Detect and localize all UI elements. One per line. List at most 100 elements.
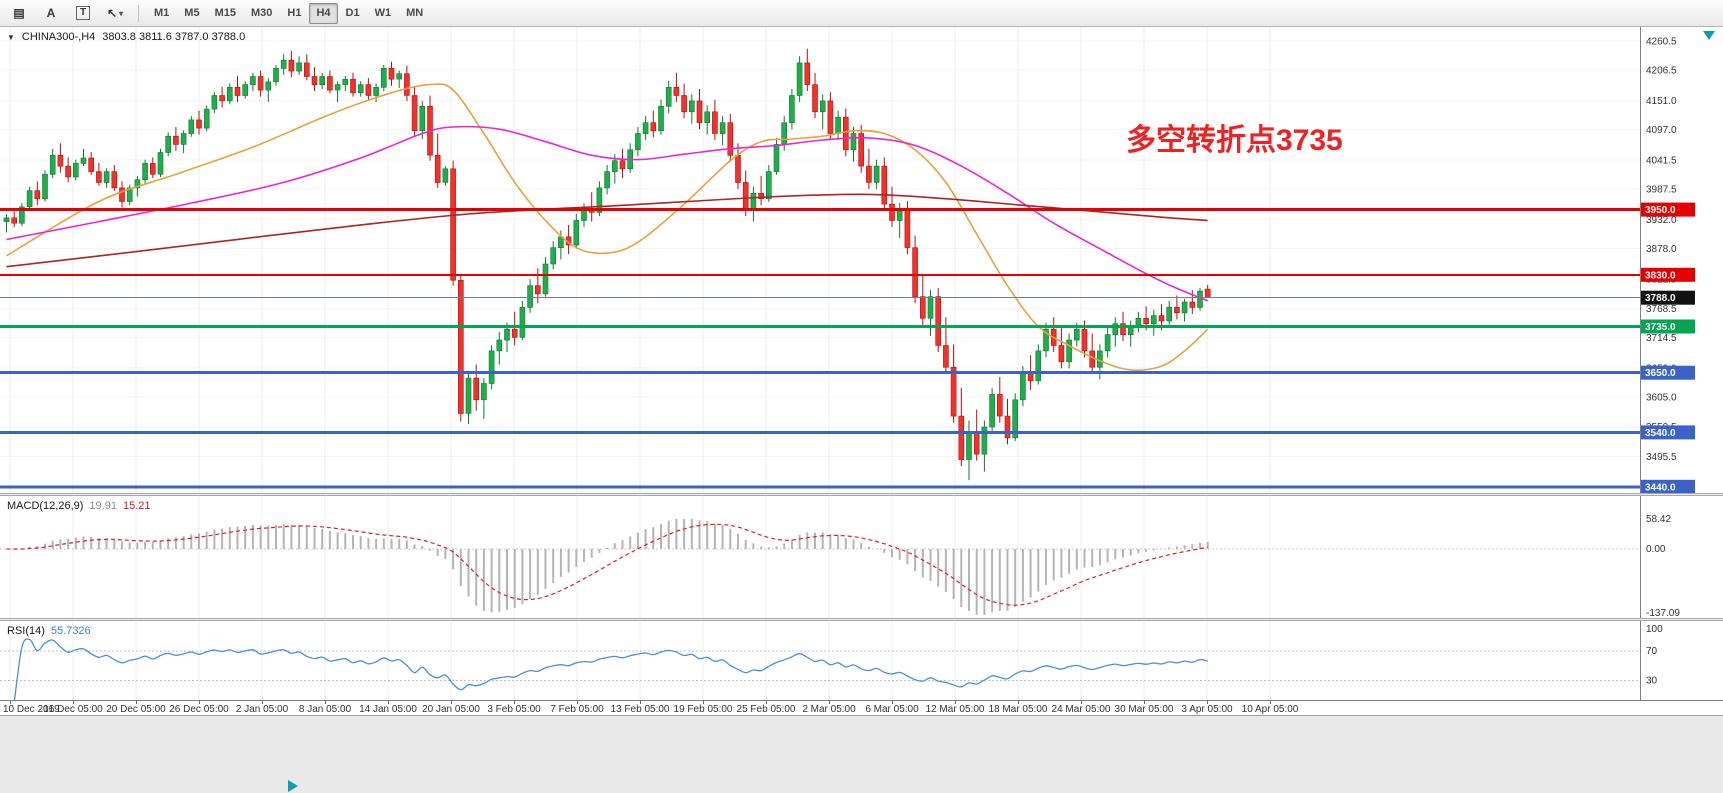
svg-text:3932.0: 3932.0 <box>1646 215 1677 226</box>
macd-indicator-pane[interactable]: 58.42 0.00 -137.09 <box>0 496 1723 618</box>
text-label-t-button[interactable]: T <box>68 2 98 24</box>
time-axis-label: 13 Feb 05:00 <box>610 704 670 715</box>
time-axis-label: 10 Dec 2019 <box>3 704 60 715</box>
time-tick <box>514 701 515 704</box>
price-chart-pane[interactable]: 4260.5 4206.5 4151.0 4097.0 4041.5 3987.5 3932… <box>0 27 1723 493</box>
time-axis-label: 20 Dec 05:00 <box>106 704 166 715</box>
chart-grid-icon: ▤ <box>13 6 25 20</box>
price-badge-3650.0 <box>1641 365 1695 380</box>
price-badge-3735.0 <box>1641 319 1695 334</box>
macd-scale[interactable]: 58.42 0.00 -137.09 <box>1640 496 1723 618</box>
ma-fast-orange <box>6 83 1209 371</box>
time-tick <box>640 701 641 704</box>
time-axis-label: 30 Mar 05:00 <box>1114 704 1174 715</box>
time-tick <box>199 701 200 704</box>
macd-signal-value: 15.21 <box>122 500 151 512</box>
time-axis[interactable]: 10 Dec 2019 16 Dec 05:00 20 Dec 05:00 26 De… <box>0 700 1723 715</box>
price-badge-3950.0 <box>1641 202 1695 217</box>
timeframe-button-M1[interactable]: M1 <box>154 7 170 19</box>
macd-main-value: 19.91 <box>89 500 117 512</box>
time-tick <box>1081 701 1082 704</box>
svg-text:3878.0: 3878.0 <box>1646 244 1677 255</box>
svg-text:70: 70 <box>1646 646 1658 657</box>
svg-text:30: 30 <box>1646 675 1658 686</box>
time-tick <box>451 701 452 704</box>
time-axis-label: 18 Mar 05:00 <box>988 704 1048 715</box>
timeframe-toolbar: M1 M5 M15 M30 H1 H4 D1 W1 MN <box>147 2 430 24</box>
time-tick <box>577 701 578 704</box>
time-tick <box>73 701 74 704</box>
toolbar-tools: ▤ A T ↖ ▾ <box>4 2 130 24</box>
timeframe-button-D1[interactable]: D1 <box>345 7 360 19</box>
time-axis-label: 20 Jan 05:00 <box>422 704 480 715</box>
bottom-marker-icon <box>288 780 298 792</box>
svg-text:58.42: 58.42 <box>1646 514 1671 525</box>
svg-text:3987.5: 3987.5 <box>1646 185 1677 196</box>
time-axis-label: 25 Feb 05:00 <box>736 704 796 715</box>
time-tick <box>388 701 389 704</box>
time-axis-label: 6 Mar 05:00 <box>865 704 919 715</box>
text-label-t-icon: T <box>75 6 91 20</box>
rsi-scale[interactable]: 100 70 30 <box>1640 621 1723 700</box>
timeframe-button-M30[interactable]: M30 <box>250 7 273 19</box>
toolbar-separator <box>138 4 139 22</box>
svg-text:3830.0: 3830.0 <box>1645 270 1676 281</box>
time-axis-label: 12 Mar 05:00 <box>925 704 985 715</box>
time-axis-label: 2 Jan 05:00 <box>235 704 289 715</box>
time-tick <box>262 701 263 704</box>
svg-text:3768.5: 3768.5 <box>1646 304 1677 315</box>
svg-text:3440.0: 3440.0 <box>1645 482 1676 493</box>
chart-grid-button[interactable]: ▤ <box>4 2 34 24</box>
bottom-area <box>0 715 1723 793</box>
svg-text:4260.5: 4260.5 <box>1646 36 1677 47</box>
macd-signal-line <box>6 523 1208 606</box>
rsi-line <box>13 638 1208 700</box>
price-badge-3540.0 <box>1641 425 1695 440</box>
timeframe-button-H1[interactable]: H1 <box>287 7 302 19</box>
cursor-tool-button[interactable]: ↖ ▾ <box>100 2 130 24</box>
macd-histogram <box>13 518 1209 615</box>
svg-text:-137.09: -137.09 <box>1646 608 1680 618</box>
svg-text:3495.5: 3495.5 <box>1646 452 1677 463</box>
price-scale[interactable]: 4260.5 4206.5 4151.0 4097.0 4041.5 3987.5 3932… <box>1640 27 1723 493</box>
timeframe-button-M15[interactable]: M15 <box>214 7 236 19</box>
time-tick <box>766 701 767 704</box>
timeframe-button-H4[interactable]: H4 <box>309 2 338 24</box>
time-axis-label: 7 Feb 05:00 <box>550 704 604 715</box>
svg-text:3714.5: 3714.5 <box>1646 333 1677 344</box>
svg-text:3735.0: 3735.0 <box>1645 322 1676 333</box>
grid-layer <box>0 27 1640 493</box>
time-tick <box>1207 701 1208 704</box>
chart-menu-arrow-icon[interactable]: ▼ <box>7 32 15 42</box>
macd-grid <box>0 496 1640 618</box>
svg-text:3950.0: 3950.0 <box>1645 205 1676 216</box>
chart-shift-marker-icon[interactable] <box>1703 31 1715 40</box>
time-tick <box>703 701 704 704</box>
candles-layer <box>3 48 1211 481</box>
timeframe-button-MN[interactable]: MN <box>406 7 424 19</box>
time-tick <box>1270 701 1271 704</box>
svg-text:3788.0: 3788.0 <box>1645 293 1676 304</box>
time-tick <box>1018 701 1019 704</box>
chart-window[interactable]: 4260.5 4206.5 4151.0 4097.0 4041.5 3987.5 3932… <box>0 27 1723 793</box>
pane-divider-macd[interactable] <box>0 493 1723 496</box>
timeframe-button-M5[interactable]: M5 <box>184 7 200 19</box>
time-axis-label: 3 Feb 05:00 <box>487 704 541 715</box>
time-axis-label: 14 Jan 05:00 <box>359 704 417 715</box>
rsi-name: RSI(14) <box>7 625 45 637</box>
time-tick <box>136 701 137 704</box>
insert-text-a-icon: A <box>46 6 56 20</box>
pane-divider-rsi[interactable] <box>0 618 1723 621</box>
chart-symbol-timeframe: CHINA300-,H4 <box>21 31 96 43</box>
dropdown-arrow-icon: ▾ <box>119 8 124 18</box>
levels-layer <box>0 208 1640 489</box>
rsi-value: 55.7326 <box>50 625 91 637</box>
insert-text-a-button[interactable]: A <box>36 2 66 24</box>
svg-text:3540.0: 3540.0 <box>1645 428 1676 439</box>
timeframe-button-W1[interactable]: W1 <box>374 7 392 19</box>
svg-text:4097.0: 4097.0 <box>1646 125 1677 136</box>
cursor-tool-icon: ↖ <box>106 6 118 20</box>
chart-annotation-text[interactable]: 多空转折点3735 <box>1126 124 1343 157</box>
rsi-indicator-pane[interactable]: 100 70 30 <box>0 621 1723 700</box>
chart-ohlc-values: 3803.8 3811.6 3787.0 3788.0 <box>102 31 246 43</box>
